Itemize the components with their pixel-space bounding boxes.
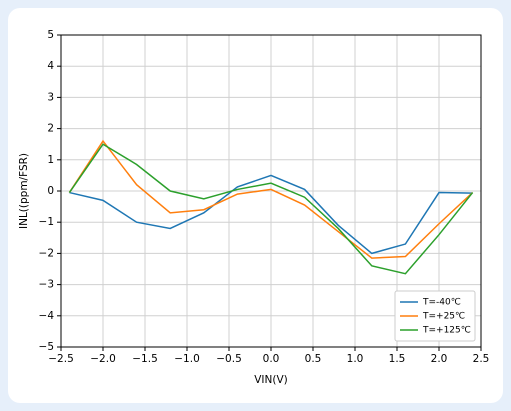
data-line — [68, 143, 474, 275]
x-tick-label: 1.5 — [389, 353, 406, 365]
x-tick-label: 0.5 — [305, 353, 322, 365]
y-tick-label: −5 — [39, 341, 54, 353]
x-tick-label: −1.0 — [174, 353, 200, 365]
x-tick-label: 2.5 — [473, 353, 490, 365]
legend-label: T=+125℃ — [422, 326, 471, 336]
x-tick-label: 0.0 — [263, 353, 280, 365]
y-axis-label: INL((ppm/FSR) — [18, 153, 30, 229]
y-tick-label: 2 — [47, 123, 54, 135]
plot-frame — [60, 34, 482, 348]
x-axis-label: VIN(V) — [254, 374, 288, 386]
x-tick-label: −1.5 — [132, 353, 158, 365]
y-tick-label: −1 — [39, 216, 54, 228]
data-line — [68, 139, 474, 259]
y-tick-label: 5 — [47, 29, 54, 41]
x-tick-label: −2.5 — [48, 353, 74, 365]
data-line — [69, 174, 473, 255]
x-tick-label: 2.0 — [431, 353, 448, 365]
x-tick-label: −0.5 — [216, 353, 242, 365]
y-tick-label: 3 — [47, 91, 54, 103]
y-tick-label: −2 — [39, 247, 54, 259]
legend-label: T=-40℃ — [422, 298, 461, 308]
y-tick-label: −4 — [39, 310, 55, 322]
legend-box — [394, 290, 476, 342]
y-tick-label: 1 — [47, 154, 54, 166]
x-tick-label: 1.0 — [347, 353, 364, 365]
y-tick-label: 0 — [47, 185, 54, 197]
y-tick-label: 4 — [47, 60, 54, 72]
x-tick-label: −2.0 — [90, 353, 116, 365]
y-tick-label: −3 — [39, 279, 54, 291]
legend-label: T=+25℃ — [422, 312, 465, 322]
